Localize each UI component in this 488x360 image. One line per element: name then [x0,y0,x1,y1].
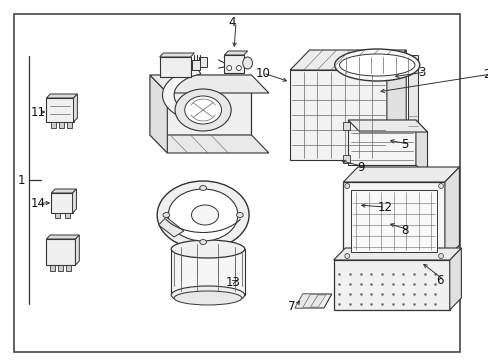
Polygon shape [162,68,201,122]
Ellipse shape [199,185,206,190]
Polygon shape [192,60,200,70]
Text: 14: 14 [31,197,46,210]
Polygon shape [150,75,268,93]
Polygon shape [150,75,167,153]
Polygon shape [46,94,77,98]
Ellipse shape [184,96,221,124]
Ellipse shape [171,240,244,258]
Polygon shape [289,140,406,160]
Polygon shape [58,265,63,271]
Text: 11: 11 [31,105,46,118]
Polygon shape [51,193,72,213]
Text: 1: 1 [18,174,25,186]
Polygon shape [347,120,415,165]
Polygon shape [302,294,318,307]
Polygon shape [158,217,183,237]
Ellipse shape [171,286,244,304]
Polygon shape [65,213,69,218]
Text: 7: 7 [287,300,295,312]
Ellipse shape [236,212,243,217]
Polygon shape [159,57,190,77]
Polygon shape [333,248,460,260]
Polygon shape [343,245,459,260]
Text: 12: 12 [376,201,391,213]
Ellipse shape [236,66,241,71]
Polygon shape [310,295,325,307]
Polygon shape [59,122,64,128]
Ellipse shape [168,189,238,241]
Text: 4: 4 [228,15,235,28]
Polygon shape [224,51,247,55]
Polygon shape [449,248,460,310]
Ellipse shape [163,212,169,217]
Text: 13: 13 [225,275,240,288]
Polygon shape [150,135,268,153]
Text: 2: 2 [483,68,488,81]
Text: 10: 10 [255,67,270,80]
Polygon shape [444,167,459,260]
Ellipse shape [157,181,248,249]
Polygon shape [55,213,60,218]
Polygon shape [407,55,417,135]
Polygon shape [343,182,444,260]
Polygon shape [73,94,77,122]
Polygon shape [46,235,79,239]
Ellipse shape [438,184,443,189]
Polygon shape [294,294,331,308]
Polygon shape [386,50,406,160]
Polygon shape [343,155,349,163]
Polygon shape [150,75,251,135]
Polygon shape [199,57,206,67]
Ellipse shape [334,49,419,81]
Ellipse shape [339,54,414,76]
Polygon shape [224,55,243,73]
Polygon shape [333,260,449,310]
Text: 6: 6 [435,274,443,287]
Ellipse shape [344,184,349,189]
Polygon shape [159,53,194,57]
Polygon shape [343,167,459,182]
Polygon shape [46,239,75,265]
Polygon shape [51,122,56,128]
Polygon shape [171,249,244,295]
Ellipse shape [438,253,443,258]
Polygon shape [415,120,427,177]
Polygon shape [51,189,76,193]
Polygon shape [46,98,73,122]
Text: 9: 9 [356,161,364,174]
Text: 3: 3 [417,66,425,78]
Polygon shape [66,122,71,128]
Polygon shape [289,50,406,70]
Ellipse shape [242,57,252,69]
Polygon shape [66,265,70,271]
Polygon shape [347,120,427,132]
Text: 5: 5 [401,138,408,150]
Ellipse shape [191,205,218,225]
Ellipse shape [175,89,231,131]
Polygon shape [343,122,349,130]
Polygon shape [50,265,55,271]
Polygon shape [294,294,310,308]
Text: 8: 8 [401,224,408,237]
Ellipse shape [174,291,241,305]
Ellipse shape [226,66,231,71]
Ellipse shape [344,253,349,258]
Polygon shape [75,235,79,265]
Polygon shape [289,70,386,160]
Polygon shape [350,190,436,252]
Polygon shape [72,189,76,213]
Ellipse shape [199,239,206,244]
